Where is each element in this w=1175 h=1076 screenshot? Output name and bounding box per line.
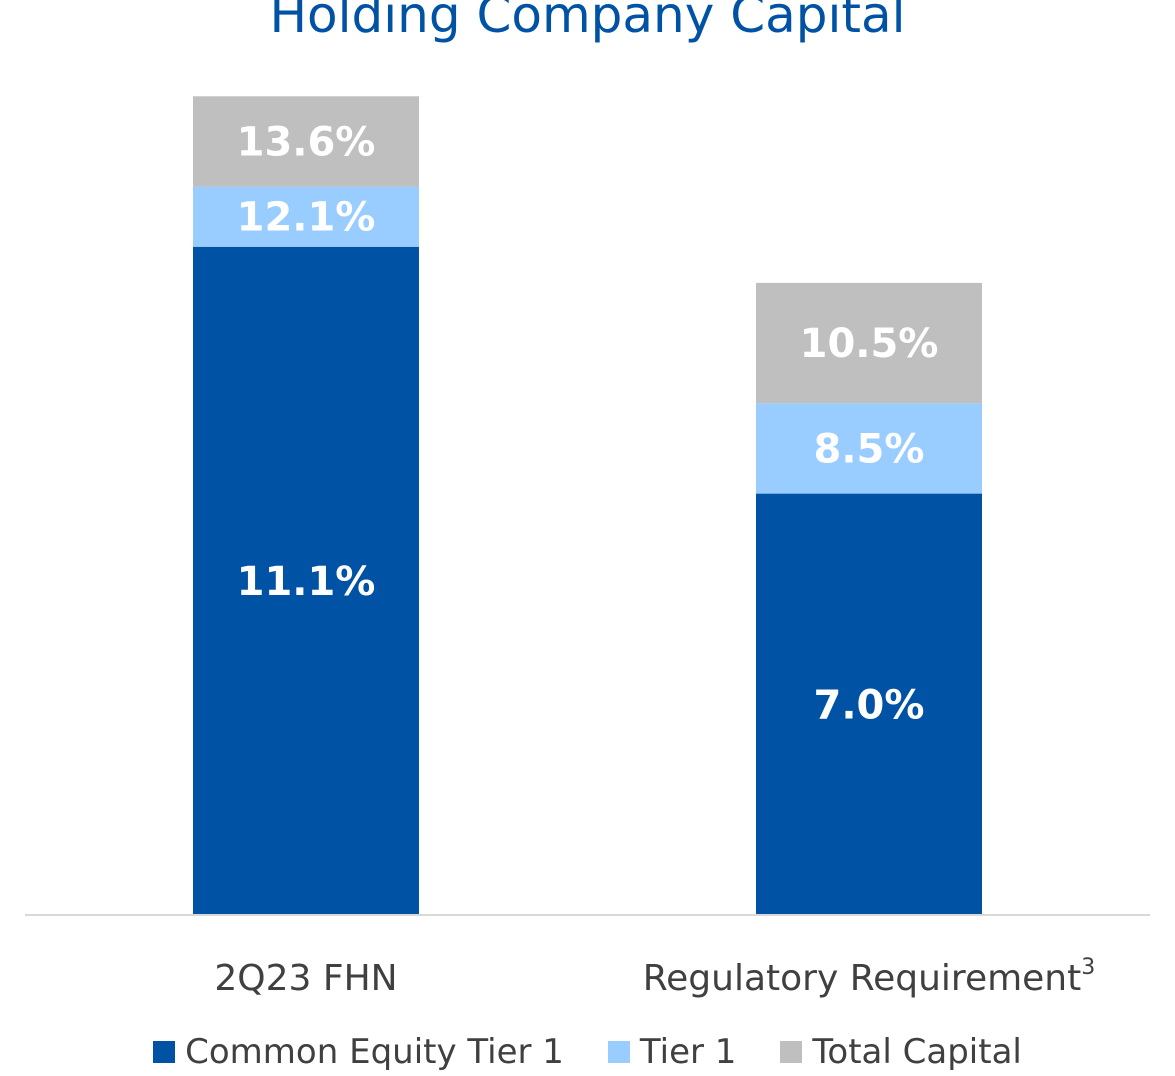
legend-swatch-tier1 (607, 1041, 630, 1063)
bar-chart: 11.1% 12.1% 13.6% 2Q23 FHN 7.0% 8.5% 10.5% Regu… (25, 96, 1150, 999)
legend-item-cet1: Common Equity Tier 1 (153, 1032, 564, 1072)
bar-0-series-1 (193, 186, 419, 247)
legend-item-total-capital: Total Capital (780, 1032, 1022, 1072)
bar-1-series-1 (756, 403, 982, 494)
bar-0-series-2 (193, 96, 419, 187)
data-label-0-series-2: 13.6% (237, 119, 376, 165)
legend-label-total-capital: Total Capital (812, 1032, 1022, 1072)
legend-item-tier1: Tier 1 (607, 1032, 737, 1072)
footnote-superscript: 3 (1081, 955, 1095, 980)
data-label-1-series-2: 10.5% (800, 321, 939, 367)
legend-swatch-cet1 (153, 1041, 176, 1063)
legend-label-tier1: Tier 1 (639, 1032, 737, 1072)
legend-label-cet1: Common Equity Tier 1 (185, 1032, 564, 1072)
bar-1-series-2 (756, 282, 982, 404)
data-label-0-series-0: 11.1% (237, 559, 376, 605)
data-label-0-series-1: 12.1% (237, 195, 376, 241)
category-label-1: Regulatory Requirement3 (643, 955, 1096, 999)
data-label-1-series-0: 7.0% (814, 682, 925, 728)
legend-swatch-total-capital (780, 1041, 803, 1063)
legend: Common Equity Tier 1 Tier 1 Total Capita… (0, 1032, 1175, 1072)
chart-title: Holding Company Capital (269, 0, 906, 44)
category-label-0: 2Q23 FHN (214, 958, 397, 999)
bar-1-series-0 (756, 493, 982, 915)
bar-0-series-0 (193, 246, 419, 915)
data-label-1-series-1: 8.5% (814, 426, 925, 472)
